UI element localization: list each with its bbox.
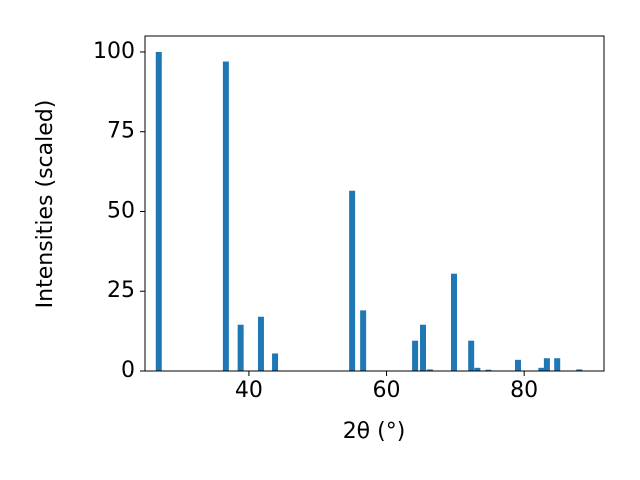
bar (450, 273, 457, 371)
x-tick-label: 80 (510, 378, 538, 403)
y-tick-label: 75 (107, 119, 135, 144)
bar (257, 316, 264, 371)
x-tick-label: 40 (235, 378, 263, 403)
bar (468, 340, 475, 371)
y-tick-label: 25 (107, 278, 135, 303)
bar (538, 367, 545, 371)
x-tick-label: 60 (373, 378, 401, 403)
x-axis-label: 2θ (°) (343, 419, 406, 444)
bar (222, 61, 229, 372)
bar (576, 369, 583, 371)
y-tick-label: 0 (121, 358, 135, 383)
bar (360, 310, 367, 371)
bar (554, 358, 561, 371)
y-tick-label: 100 (93, 39, 135, 64)
bar (514, 359, 521, 371)
plot-frame (144, 35, 605, 372)
bar (272, 353, 279, 371)
bar (155, 51, 162, 371)
bar (426, 369, 433, 371)
bar (474, 367, 481, 371)
bar (237, 324, 244, 371)
bar (349, 190, 356, 371)
bar (412, 340, 419, 371)
y-tick-label: 50 (107, 198, 135, 223)
bar (420, 324, 427, 371)
bar (485, 369, 492, 371)
bar (543, 358, 550, 371)
y-axis-label: Intensities (scaled) (33, 100, 58, 309)
